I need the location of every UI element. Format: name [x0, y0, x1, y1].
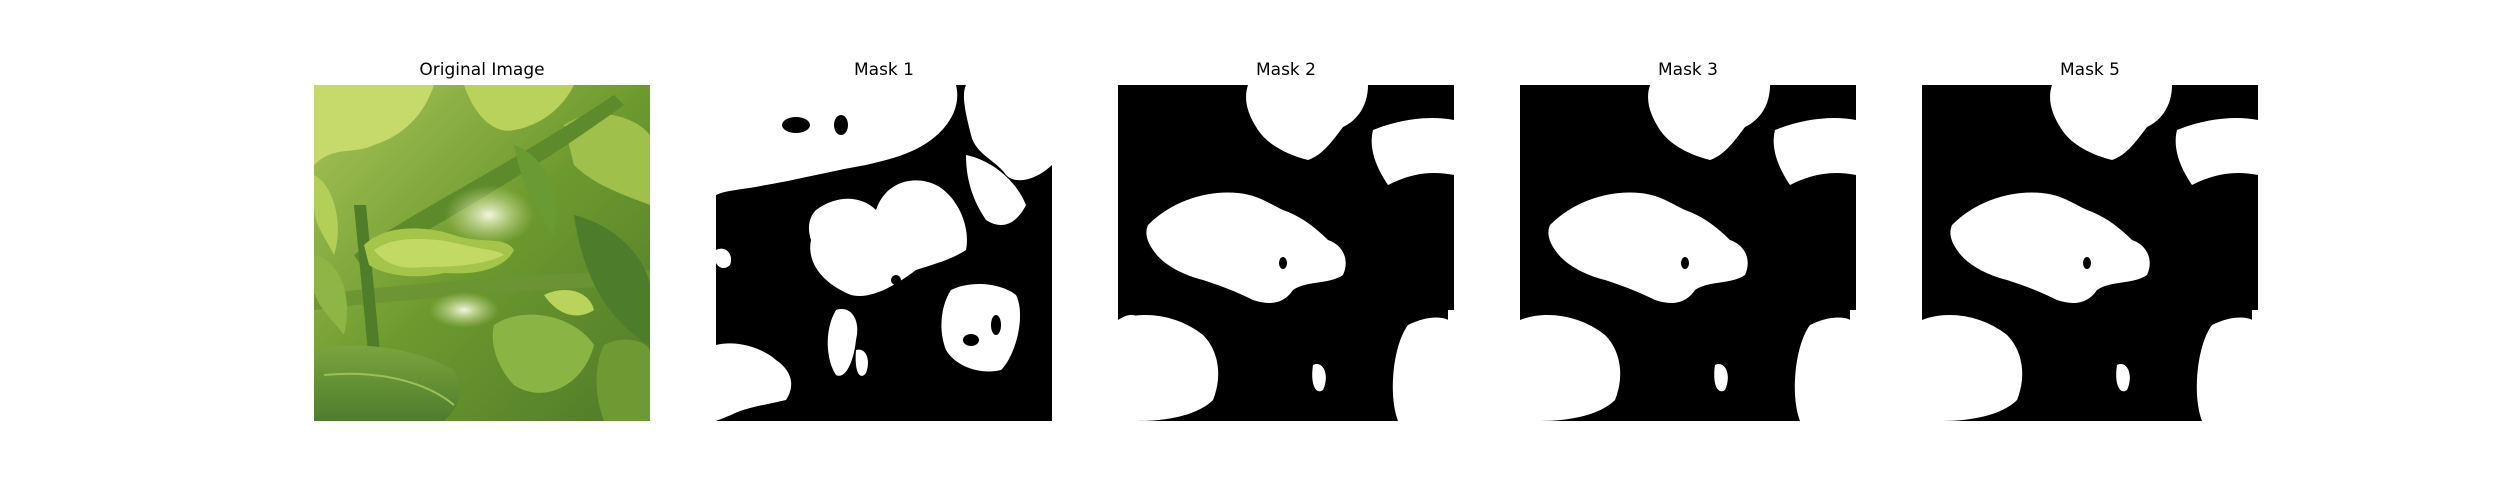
panel-title: Original Image [419, 60, 545, 80]
mask-5-image [1922, 85, 2258, 421]
mask-1-image [716, 85, 1052, 421]
mask-2-image [1118, 85, 1454, 421]
panel-title: Mask 1 [853, 60, 914, 80]
mask-3-panel: Mask 3 [1520, 0, 1856, 500]
panel-title: Mask 5 [2059, 60, 2120, 80]
mask-5-panel: Mask 5 [1922, 0, 2258, 500]
original-image-panel: Original Image [314, 0, 650, 500]
mask-3-image [1520, 85, 1856, 421]
panel-title: Mask 2 [1255, 60, 1316, 80]
panel-title: Mask 3 [1657, 60, 1718, 80]
mask-1-panel: Mask 1 [716, 0, 1052, 500]
original-image [314, 85, 650, 421]
mask-2-panel: Mask 2 [1118, 0, 1454, 500]
